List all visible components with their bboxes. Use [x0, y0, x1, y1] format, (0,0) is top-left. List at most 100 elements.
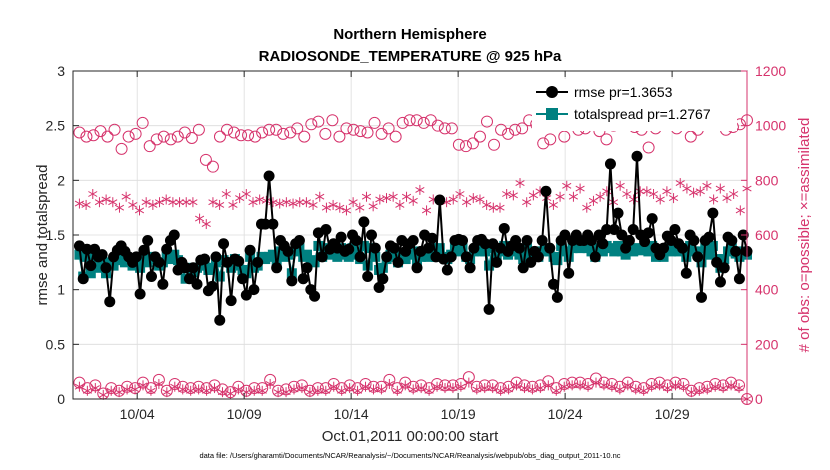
asterisk-stroke [631, 386, 641, 393]
rmse-point [658, 242, 670, 254]
obs-assimilated-point [81, 199, 91, 210]
obs-assimilated-point [321, 202, 332, 213]
rmse-point [153, 256, 165, 268]
obs-possible-point [249, 130, 262, 143]
obs-assimilated-point [582, 202, 592, 213]
obs-assimilated-point [462, 197, 472, 208]
y-right-tick-label: 600 [755, 227, 779, 243]
obs-possible-point [495, 123, 508, 136]
obs-assimilated-point [647, 381, 657, 392]
asterisk-stroke [702, 182, 712, 189]
rmse-point [362, 271, 374, 283]
rmse-point [688, 234, 700, 246]
obs-possible-point [333, 130, 346, 143]
asterisk-stroke [138, 382, 148, 389]
rmse-point [248, 284, 260, 296]
asterisk-stroke [527, 386, 538, 393]
asterisk-stroke [548, 201, 559, 208]
obs-possible-point [403, 114, 416, 127]
rmse-point [145, 271, 157, 283]
obs-possible-point [115, 142, 128, 155]
asterisk-stroke [321, 387, 331, 394]
rmse-point [593, 229, 605, 241]
rmse-point [536, 234, 548, 246]
rmse-point [714, 276, 726, 288]
rmse-point [301, 262, 313, 274]
obs-possible-point [410, 114, 423, 127]
rmse-point [297, 273, 309, 285]
asterisk-stroke [395, 201, 405, 208]
asterisk-stroke [408, 197, 418, 204]
asterisk-stroke [352, 387, 363, 394]
totalspread-point [214, 271, 225, 282]
rmse-point [81, 243, 93, 255]
obs-possible-point [354, 125, 367, 138]
totalspread-point [484, 260, 495, 271]
asterisk-stroke [161, 196, 171, 203]
totalspread-point [309, 257, 320, 268]
rmse-point [703, 231, 715, 243]
obs-assimilated-point [101, 194, 111, 205]
legend-rmse-label: rmse pr=1.3653 [574, 84, 673, 100]
obs-assimilated-point [548, 199, 559, 210]
obs-assimilated-point [416, 383, 426, 394]
asterisk-stroke [668, 195, 679, 202]
obs-assimilated-point [297, 383, 307, 394]
obs-assimilated-point [595, 191, 605, 202]
data-marks [73, 111, 753, 405]
rmse-point [373, 281, 385, 293]
obs-possible-point [171, 130, 184, 143]
obs-assimilated-point [588, 195, 599, 206]
rmse-point [483, 303, 495, 315]
asterisk-stroke [448, 196, 458, 203]
asterisk-stroke [248, 199, 258, 206]
asterisk-stroke [122, 386, 132, 393]
obs-assimilated-point [138, 380, 148, 391]
asterisk-stroke [313, 387, 323, 394]
y-tick-label: 2.5 [46, 118, 66, 134]
obs-assimilated-point [225, 388, 236, 399]
obs-assimilated-point [591, 377, 601, 388]
obs-assimilated-point [715, 183, 725, 194]
totalspread-point [377, 262, 388, 273]
rmse-point [695, 291, 707, 303]
obs-assimilated-point [355, 202, 365, 213]
obs-assimilated-point [480, 383, 490, 394]
obs-assimilated-point [289, 384, 299, 395]
legend: rmse pr=1.3653 totalspread pr=1.2767 [532, 79, 737, 131]
asterisk-stroke [255, 196, 265, 203]
totalspread-point [707, 240, 718, 251]
obs-assimilated-point [281, 387, 291, 398]
obs-assimilated-point [288, 198, 298, 209]
asterisk-stroke [508, 192, 518, 199]
obs-assimilated-point [360, 381, 371, 392]
asterisk-stroke [361, 193, 372, 200]
asterisk-stroke [215, 201, 225, 208]
obs-assimilated-point [273, 387, 283, 398]
legend-rmse-marker [546, 86, 558, 98]
asterisk-stroke [647, 383, 657, 390]
obs-assimilated-point [384, 378, 394, 389]
asterisk-stroke [90, 385, 100, 392]
y-tick-label: 1 [57, 282, 65, 298]
asterisk-stroke [682, 185, 692, 192]
asterisk-stroke [360, 383, 371, 390]
obs-possible-point [220, 123, 233, 136]
obs-possible-point [326, 114, 339, 127]
asterisk-stroke [575, 382, 585, 389]
obs-possible-point [537, 137, 550, 150]
rmse-point [608, 224, 620, 236]
obs-possible-point [509, 123, 522, 136]
obs-possible-point [284, 126, 297, 139]
obs-assimilated-point [599, 380, 609, 391]
totalspread-point [408, 246, 419, 257]
rmse-point [589, 251, 601, 263]
obs-assimilated-point [215, 199, 225, 210]
rmse-point [206, 280, 218, 292]
obs-assimilated-point [482, 199, 492, 210]
asterisk-stroke [496, 387, 506, 394]
obs-assimilated-point [583, 381, 593, 392]
obs-assimilated-point [395, 199, 405, 210]
rmse-point [214, 314, 226, 326]
